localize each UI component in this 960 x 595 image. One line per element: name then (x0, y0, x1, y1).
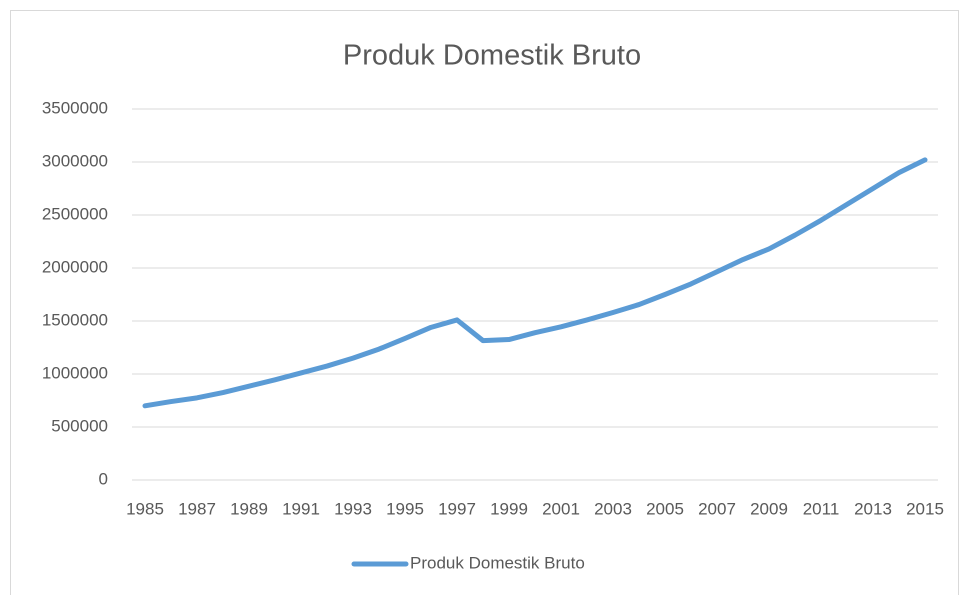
y-tick-label: 0 (99, 469, 108, 488)
data-line (142, 157, 928, 409)
x-tick-label: 1989 (230, 499, 268, 518)
x-tick-label: 2003 (594, 499, 632, 518)
x-tick-label: 1999 (490, 499, 528, 518)
x-tick-label: 1985 (126, 499, 164, 518)
x-tick-label: 1995 (386, 499, 424, 518)
x-tick-label: 2013 (854, 499, 892, 518)
x-tick-label: 2005 (646, 499, 684, 518)
x-tick-label: 1997 (438, 499, 476, 518)
x-tick-label: 2007 (698, 499, 736, 518)
x-tick-label: 2015 (906, 499, 944, 518)
y-tick-label: 1000000 (42, 363, 108, 382)
x-tick-label: 2011 (803, 499, 840, 518)
y-tick-label: 3000000 (42, 151, 108, 170)
x-tick-label: 2001 (542, 499, 580, 518)
y-tick-label: 2000000 (42, 257, 108, 276)
legend-label: Produk Domestik Bruto (410, 553, 585, 572)
y-tick-label: 500000 (51, 416, 108, 435)
chart-border (10, 10, 959, 595)
x-tick-label: 1993 (334, 499, 372, 518)
x-tick-label: 2009 (750, 499, 788, 518)
chart-title: Produk Domestik Bruto (343, 40, 641, 72)
y-tick-label: 1500000 (42, 310, 108, 329)
y-tick-label: 3500000 (42, 98, 108, 117)
x-tick-label: 1987 (178, 499, 216, 518)
y-tick-label: 2500000 (42, 204, 108, 223)
x-tick-label: 1991 (282, 499, 320, 518)
